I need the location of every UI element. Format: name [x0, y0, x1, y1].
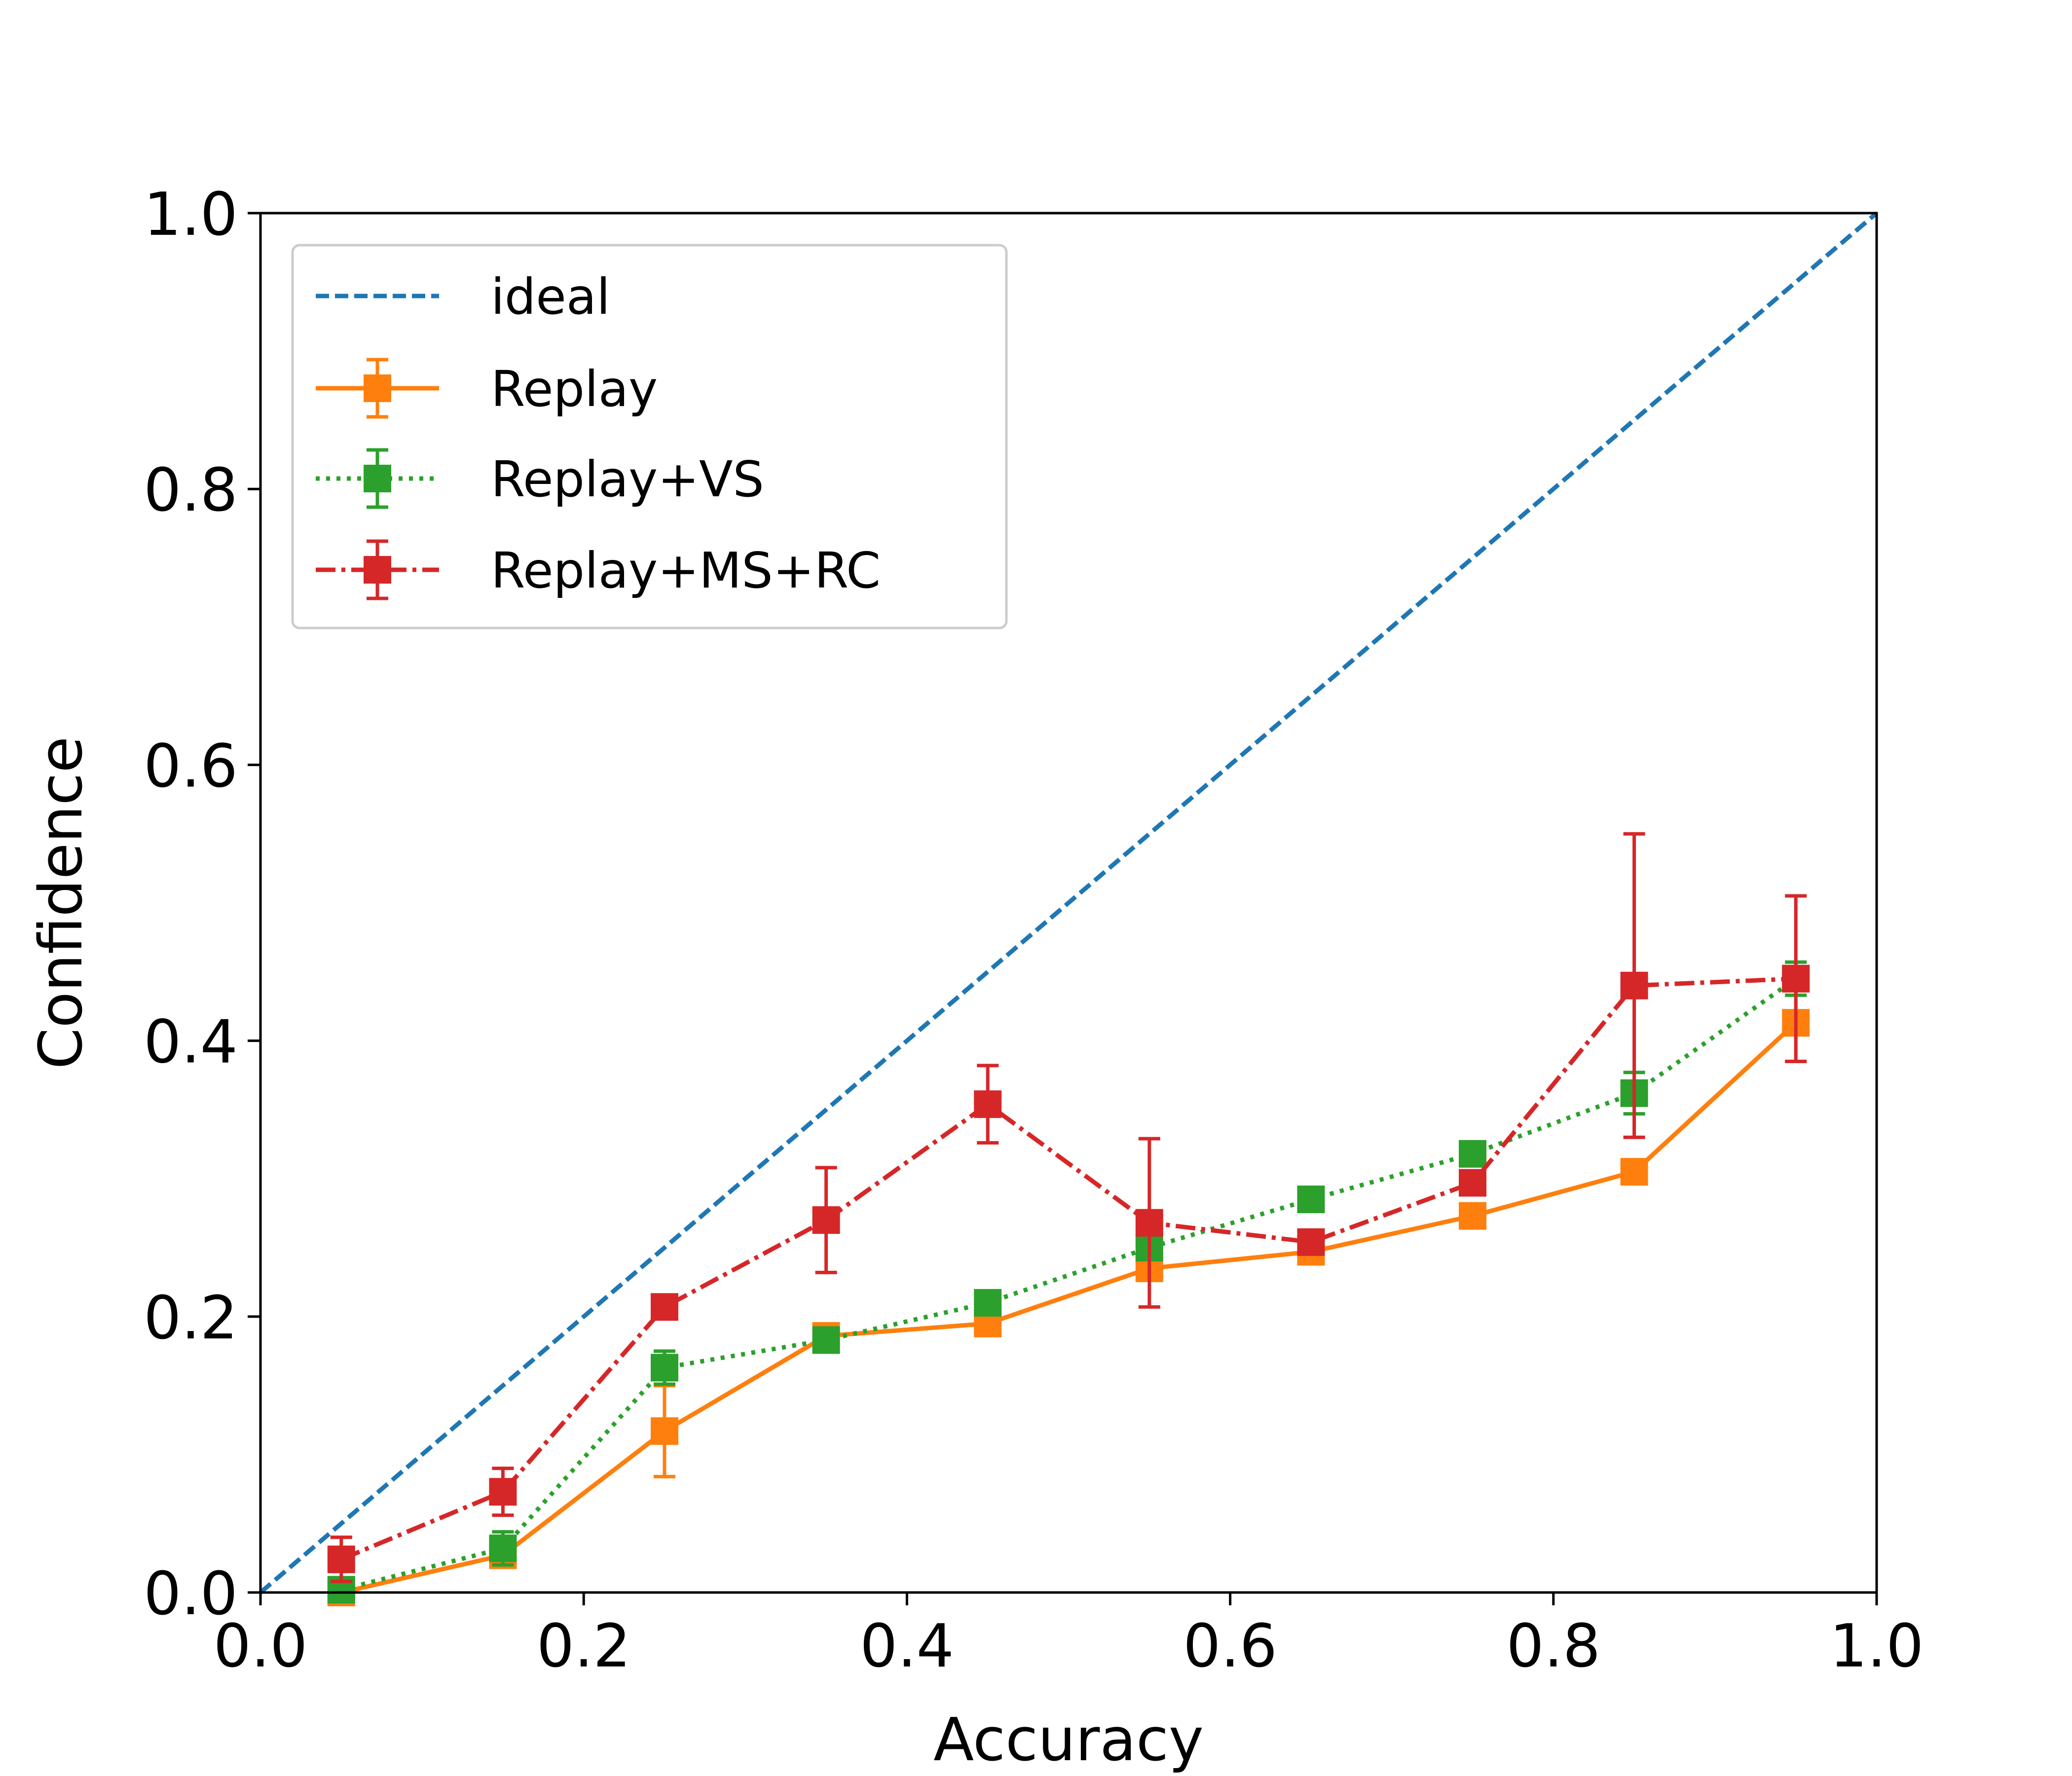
legend-symbol-replay — [316, 358, 439, 419]
x-tick-label: 1.0 — [1830, 1612, 1924, 1681]
legend: ideal Replay Replay+VS Replay+MS+RC — [291, 244, 1008, 629]
x-tick-label: 0.8 — [1506, 1612, 1600, 1681]
series-line-replay-ms-rc — [340, 976, 1796, 1562]
y-tick-label: 0.2 — [144, 1284, 238, 1353]
data-point — [1459, 1202, 1486, 1230]
x-tick-label: 0.2 — [537, 1612, 631, 1681]
data-point — [1620, 1158, 1648, 1186]
x-axis-label: Accuracy — [933, 1706, 1204, 1775]
data-point — [1459, 1140, 1486, 1168]
legend-marker — [364, 374, 391, 402]
series-replay-ms-rc — [327, 832, 1810, 1584]
legend-label-replay-vs: Replay+VS — [491, 450, 764, 508]
data-point — [1459, 1169, 1486, 1197]
legend-entry-replay: Replay — [316, 358, 658, 419]
data-point — [651, 1293, 678, 1321]
legend-box — [291, 244, 1008, 629]
data-point — [489, 1478, 517, 1506]
data-point — [812, 1206, 840, 1234]
legend-marker — [364, 465, 391, 492]
x-tick-label: 0.0 — [214, 1612, 308, 1681]
data-point — [651, 1354, 678, 1382]
data-point — [489, 1534, 517, 1562]
ideal-line — [259, 211, 1878, 1594]
series-layer — [259, 211, 1878, 1606]
data-point — [327, 1545, 355, 1573]
y-axis-label: Confidence — [27, 737, 96, 1070]
legend-label-ideal: ideal — [491, 268, 610, 326]
data-point — [1620, 971, 1648, 999]
data-point — [812, 1326, 840, 1354]
legend-symbol-replay-ms-rc — [316, 539, 439, 600]
series-line-replay — [340, 1021, 1798, 1595]
y-tick-label: 0.4 — [144, 1008, 238, 1077]
legend-marker — [364, 556, 391, 584]
data-point — [651, 1417, 678, 1445]
data-point — [1782, 964, 1810, 993]
x-tick-label: 0.6 — [1183, 1612, 1277, 1681]
data-point — [1135, 1209, 1163, 1237]
tick-layer: 0.0 0.2 0.4 0.6 0.8 1.0 0.0 0.2 0.4 0.6 0.8 1.0 — [144, 181, 1924, 1681]
legend-label-replay: Replay — [491, 360, 658, 418]
data-point — [974, 1289, 1002, 1317]
data-point — [974, 1090, 1002, 1118]
legend-label-replay-ms-rc: Replay+MS+RC — [491, 542, 881, 599]
y-tick-label: 0.6 — [144, 732, 238, 801]
x-tick-label: 0.4 — [860, 1612, 954, 1681]
legend-entry-ideal: ideal — [316, 268, 610, 326]
y-tick-label: 0.0 — [144, 1560, 238, 1628]
y-tick-label: 0.8 — [144, 456, 238, 525]
y-tick-label: 1.0 — [144, 181, 238, 249]
plot-frame — [259, 212, 1878, 1594]
data-point — [1297, 1228, 1325, 1256]
legend-symbol-replay-vs — [316, 448, 439, 509]
legend-entry-replay-vs: Replay+VS — [316, 448, 764, 509]
legend-entry-replay-ms-rc: Replay+MS+RC — [316, 539, 881, 600]
data-point — [1297, 1185, 1325, 1214]
